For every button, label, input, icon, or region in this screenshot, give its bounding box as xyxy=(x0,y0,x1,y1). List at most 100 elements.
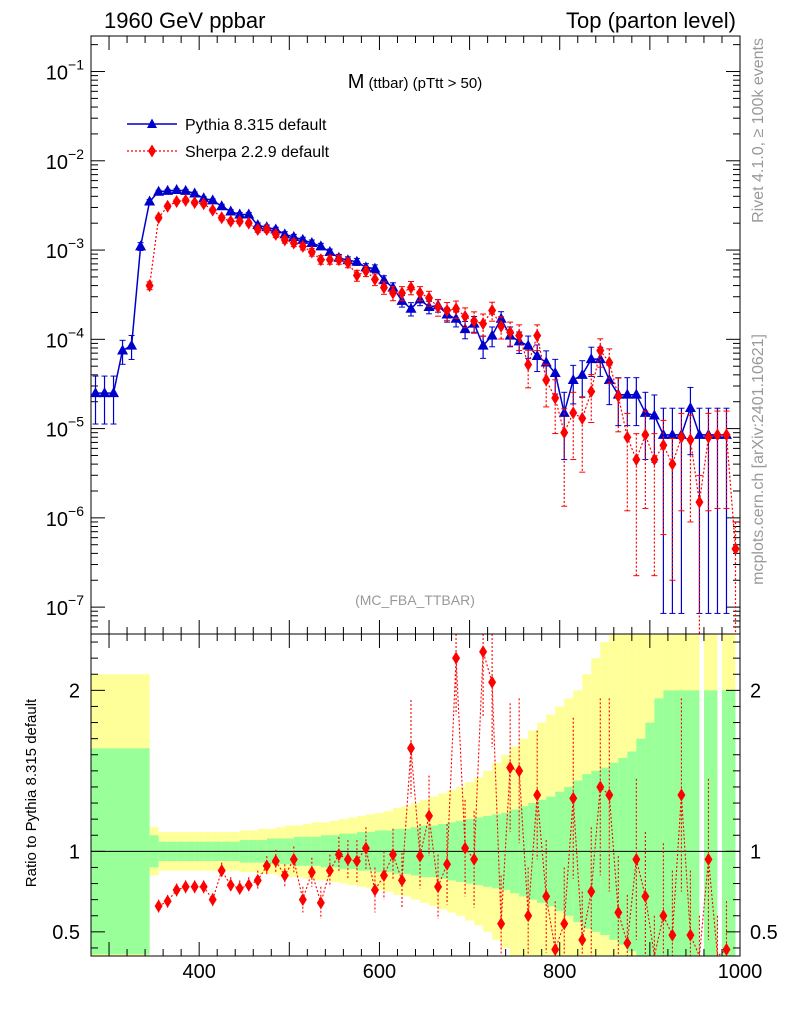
ratio-band-inner xyxy=(726,690,736,956)
y-tick-label: 10−1 xyxy=(46,57,84,85)
sherpa-marker xyxy=(515,329,524,343)
sherpa-marker xyxy=(163,199,172,213)
legend-label-sherpa: Sherpa 2.2.9 default xyxy=(185,144,330,161)
ratio-band-inner xyxy=(681,690,691,956)
ratio-marker xyxy=(226,878,235,892)
ratio-marker xyxy=(461,841,470,855)
ratio-marker xyxy=(416,849,425,863)
sherpa-marker xyxy=(614,389,623,403)
x-tick-labels: 400 600 800 1000 xyxy=(182,961,762,983)
pythia-marker xyxy=(603,374,615,385)
sherpa-marker xyxy=(425,291,434,305)
sherpa-marker xyxy=(533,329,542,343)
ratio-marker xyxy=(262,859,271,873)
ratio-marker xyxy=(217,864,226,878)
ratio-y-tick-label-left: 1 xyxy=(69,841,80,863)
sherpa-marker xyxy=(569,406,578,420)
pythia-marker xyxy=(351,255,363,266)
ratio-marker xyxy=(199,880,208,894)
sherpa-marker xyxy=(271,227,280,241)
ratio-marker xyxy=(551,943,560,957)
pythia-marker xyxy=(486,329,498,340)
y-tick-label: 10−7 xyxy=(46,592,84,620)
pythia-marker xyxy=(297,233,309,244)
y-tick-base: 10 xyxy=(46,152,68,174)
ratio-band-inner xyxy=(636,738,646,956)
y-tick-base: 10 xyxy=(46,63,68,85)
ratio-marker xyxy=(425,809,434,823)
sherpa-marker xyxy=(686,433,695,447)
plot-title-sub: (ttbar) (pTtt > 50) xyxy=(368,75,482,92)
main-y-tick-labels: 10−110−210−310−410−510−610−7 xyxy=(46,57,84,621)
side-label-bottom: mcplots.cern.ch [arXiv:2401.10621] xyxy=(750,334,767,585)
sherpa-marker xyxy=(244,216,253,230)
pythia-marker xyxy=(90,387,102,398)
x-tick-label: 1000 xyxy=(718,961,763,983)
sherpa-marker xyxy=(452,302,461,316)
plot-title-main: M xyxy=(348,71,365,93)
ratio-marker xyxy=(352,854,361,868)
ratio-marker xyxy=(361,841,370,855)
pythia-marker xyxy=(288,231,300,242)
sherpa-marker xyxy=(587,385,596,399)
y-tick-exponent: −1 xyxy=(68,57,84,73)
ratio-marker xyxy=(533,788,542,802)
ratio-y-tick-label-right: 2 xyxy=(750,680,761,702)
sherpa-marker xyxy=(704,430,713,444)
main-frame xyxy=(90,35,741,635)
ratio-marker xyxy=(181,880,190,894)
sherpa-marker xyxy=(217,211,226,225)
sherpa-marker xyxy=(605,356,614,370)
sherpa-marker xyxy=(379,281,388,295)
ratio-marker xyxy=(542,889,551,903)
pythia-marker xyxy=(108,387,120,398)
pythia-marker xyxy=(189,187,201,198)
x-tick-label: 600 xyxy=(363,961,396,983)
sherpa-marker xyxy=(388,286,397,300)
pythia-marker xyxy=(567,374,579,385)
sherpa-marker xyxy=(560,426,569,440)
legend-marker-sherpa xyxy=(148,144,156,158)
pythia-marker xyxy=(576,368,588,379)
pythia-marker xyxy=(630,388,642,399)
ratio-marker xyxy=(569,791,578,805)
y-tick-exponent: −4 xyxy=(68,324,84,340)
sherpa-marker xyxy=(235,214,244,228)
sherpa-marker xyxy=(190,196,199,210)
ratio-marker xyxy=(253,873,262,887)
main-series xyxy=(90,184,740,635)
pythia-marker xyxy=(117,344,129,355)
ratio-marker xyxy=(163,894,172,908)
main-panel: 10−110−210−310−410−510−610−7 M (ttbar) (p… xyxy=(46,35,741,635)
pythia-marker xyxy=(234,208,246,219)
sherpa-marker xyxy=(199,197,208,211)
ratio-marker xyxy=(686,928,695,942)
sherpa-marker xyxy=(695,495,704,509)
ratio-marker xyxy=(641,889,650,903)
header-left: 1960 GeV ppbar xyxy=(104,8,265,33)
pythia-marker xyxy=(324,246,336,257)
ratio-marker xyxy=(343,852,352,866)
ratio-y-tick-label-right: 1 xyxy=(750,841,761,863)
ratio-marker xyxy=(307,865,316,879)
pythia-marker xyxy=(144,195,156,206)
sherpa-marker xyxy=(443,304,452,318)
sherpa-marker xyxy=(334,253,343,267)
pythia-marker xyxy=(279,228,291,239)
pythia-marker xyxy=(558,406,570,417)
sherpa-marker xyxy=(632,453,641,467)
sherpa-marker xyxy=(154,211,163,225)
ratio-marker xyxy=(280,869,289,882)
legend-marker-pythia xyxy=(147,118,157,128)
sherpa-marker xyxy=(713,428,722,442)
y-tick-base: 10 xyxy=(46,330,68,352)
x-tick-label: 800 xyxy=(543,961,576,983)
ratio-band-inner xyxy=(663,690,673,956)
legend: Pythia 8.315 default Sherpa 2.2.9 defaul… xyxy=(127,117,330,161)
pythia-marker xyxy=(666,428,678,439)
sherpa-marker xyxy=(578,411,587,425)
ratio-marker xyxy=(515,764,524,778)
ratio-marker xyxy=(370,883,379,897)
sherpa-marker xyxy=(307,245,316,259)
sherpa-marker xyxy=(397,286,406,300)
